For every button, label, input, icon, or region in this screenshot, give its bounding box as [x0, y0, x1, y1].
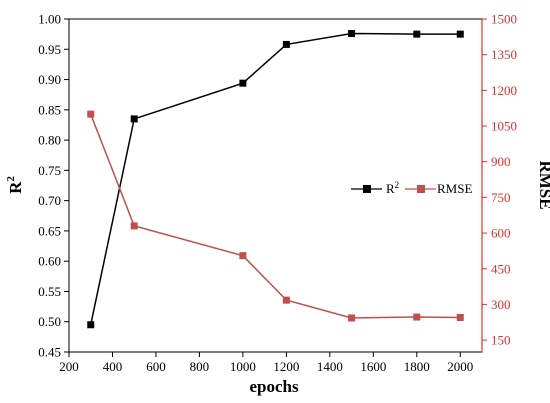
series-point-r2	[130, 115, 138, 123]
left-y-tick-label: 0.65	[38, 223, 61, 238]
right-y-tick-label: 150	[491, 333, 511, 348]
left-y-axis-title-main: R	[6, 181, 25, 194]
left-y-axis-title-sup: 2	[5, 176, 17, 182]
series-point-rmse	[413, 313, 421, 321]
series-point-r2	[87, 321, 95, 329]
series-point-r2	[348, 30, 356, 38]
series-point-r2	[239, 79, 247, 87]
series-point-rmse	[348, 314, 356, 322]
x-tick-label: 1400	[317, 359, 343, 374]
series-point-rmse	[130, 222, 138, 230]
left-y-tick-label: 1.00	[38, 12, 61, 27]
series-line-rmse	[90, 113, 461, 319]
right-y-tick-label: 1500	[491, 12, 517, 27]
right-y-tick-label: 1200	[491, 83, 517, 98]
legend-r2-label-sup: 2	[395, 180, 400, 190]
x-tick-label: 1000	[230, 359, 256, 374]
series-point-rmse	[239, 252, 247, 260]
x-tick-label: 200	[59, 359, 79, 374]
right-y-axis: 150 300 450 600 750 900 1050 1200 1350 1500	[482, 12, 517, 348]
left-y-tick-label: 0.55	[38, 284, 61, 299]
x-axis-title: epochs	[249, 377, 299, 396]
left-y-tick-label: 0.60	[38, 254, 61, 269]
x-tick-label: 2000	[447, 359, 473, 374]
left-y-tick-label: 0.50	[38, 314, 61, 329]
legend-rmse-marker	[417, 185, 425, 193]
right-y-tick-label: 300	[491, 297, 511, 312]
right-y-tick-label: 900	[491, 154, 511, 169]
left-y-tick-label: 0.45	[38, 345, 61, 360]
legend-rmse-label: RMSE	[437, 181, 472, 196]
legend-item-rmse: RMSE	[405, 181, 472, 196]
right-y-axis-title: RMSE	[536, 160, 550, 209]
x-tick-label: 1200	[273, 359, 299, 374]
left-y-axis-title: R2	[5, 176, 25, 194]
right-y-tick-label: 450	[491, 261, 511, 276]
x-axis: 200 400 600 800 1000 1200 1400 1600 1800 2000	[59, 352, 473, 374]
right-y-tick-label: 1050	[491, 119, 517, 134]
series-group	[87, 30, 464, 329]
x-tick-label: 400	[103, 359, 123, 374]
right-y-tick-label: 1350	[491, 47, 517, 62]
left-y-axis: 0.45 0.50 0.55 0.60 0.65 0.70 0.75 0.80 0.85 0.90…	[38, 12, 69, 360]
series-point-rmse	[456, 314, 464, 322]
series-point-r2	[456, 30, 464, 38]
plot-frame	[68, 18, 483, 353]
legend-r2-label: R2	[386, 180, 399, 196]
x-tick-label: 800	[190, 359, 210, 374]
right-y-tick-label: 600	[491, 226, 511, 241]
right-y-tick-label: 750	[491, 190, 511, 205]
left-y-tick-label: 0.90	[38, 72, 61, 87]
left-y-tick-label: 0.80	[38, 133, 61, 148]
series-point-rmse	[282, 296, 290, 304]
left-y-tick-label: 0.75	[38, 163, 61, 178]
legend-item-r2: R2	[351, 180, 399, 196]
legend-r2-marker	[363, 185, 371, 193]
legend-r2-label-main: R	[386, 181, 395, 196]
x-tick-label: 1800	[404, 359, 430, 374]
left-y-tick-label: 0.70	[38, 193, 61, 208]
left-y-tick-label: 0.85	[38, 102, 61, 117]
legend: R2 RMSE	[351, 180, 472, 196]
series-point-r2	[282, 40, 290, 48]
series-line-r2	[89, 32, 461, 325]
series-point-rmse	[87, 110, 95, 118]
x-tick-label: 1600	[360, 359, 386, 374]
left-y-tick-label: 0.95	[38, 42, 61, 57]
x-tick-label: 600	[146, 359, 166, 374]
series-point-r2	[413, 30, 421, 38]
